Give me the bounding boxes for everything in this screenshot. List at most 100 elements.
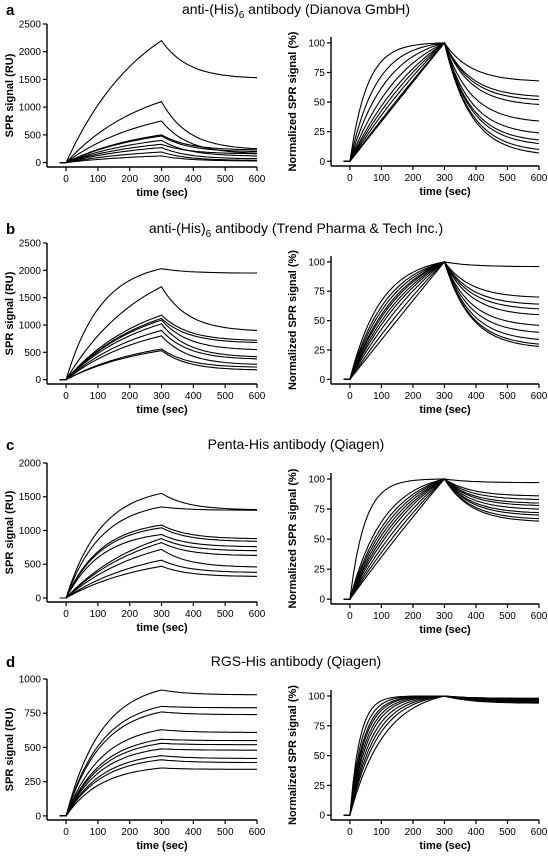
y-axis-label: SPR signal (RU) xyxy=(4,490,16,574)
sensorgram-curve-9 xyxy=(343,478,540,600)
y-tick-label: 2500 xyxy=(19,239,42,250)
x-tick-label: 300 xyxy=(153,609,170,620)
sensorgram-curve-3 xyxy=(59,711,257,817)
sensorgram-curve-5 xyxy=(59,533,258,599)
y-tick-label: 1500 xyxy=(19,75,42,86)
sensorgram-curve-7 xyxy=(343,478,540,600)
x-tick-label: 0 xyxy=(347,391,353,402)
x-tick-label: 600 xyxy=(249,174,266,185)
y-axis-label: SPR signal (RU) xyxy=(4,271,16,355)
x-axis-label: time (sec) xyxy=(136,187,188,199)
sensorgram-curve-4 xyxy=(59,317,258,381)
sensorgram-curve-5 xyxy=(343,478,539,600)
x-tick-label: 300 xyxy=(153,174,170,185)
chart-b-left: 0 100 200 300 400 500 600 0 500 1000 1500 2000 2500 t… xyxy=(4,239,266,417)
x-tick-label: 300 xyxy=(436,611,453,622)
sensorgram-curve-2 xyxy=(343,695,539,816)
x-tick-label: 100 xyxy=(373,391,390,402)
x-axis-label: time (sec) xyxy=(419,404,471,416)
y-tick-label: 25 xyxy=(314,565,326,576)
sensorgram-curve-4 xyxy=(59,527,258,599)
sensorgram-curve-10 xyxy=(343,260,540,380)
x-tick-label: 500 xyxy=(499,391,516,402)
sensorgram-curve-3 xyxy=(343,478,539,600)
y-tick-label: 500 xyxy=(24,743,41,754)
y-tick-label: 50 xyxy=(314,98,326,109)
x-axis-label: time (sec) xyxy=(419,840,471,852)
y-tick-label: 50 xyxy=(314,316,326,327)
y-tick-label: 0 xyxy=(35,375,41,386)
sensorgram-curve-9 xyxy=(59,559,257,599)
chart-c-right: 0 100 200 300 400 500 600 0 25 50 75 100 time (sec) N… xyxy=(287,468,548,636)
x-tick-label: 500 xyxy=(217,391,234,402)
x-tick-label: 300 xyxy=(436,173,453,184)
panel-title-b-tail: antibody (Trend Pharma & Tech Inc.) xyxy=(211,220,443,236)
x-tick-label: 100 xyxy=(373,173,390,184)
panel-title-d: RGS-His antibody (Qiagen) xyxy=(211,653,381,669)
chart-d-right: 0 100 200 300 400 500 600 0 25 50 75 100 time (sec) N… xyxy=(287,685,548,852)
y-axis-label: Normalized SPR signal (%) xyxy=(287,468,299,608)
y-tick-label: 25 xyxy=(314,345,326,356)
x-tick-label: 200 xyxy=(405,173,422,184)
panel-letter-b: b xyxy=(6,221,15,238)
sensorgram-curve-7 xyxy=(59,329,258,381)
sensorgram-curve-4 xyxy=(59,729,257,817)
sensorgram-curve-8 xyxy=(59,755,257,817)
sensorgram-curve-2 xyxy=(59,705,257,817)
y-tick-label: 0 xyxy=(35,811,41,822)
y-tick-label: 2000 xyxy=(19,459,42,470)
sensorgram-curve-10 xyxy=(343,695,539,816)
x-tick-label: 200 xyxy=(121,391,138,402)
panel-title-c: Penta-His antibody (Qiagen) xyxy=(208,436,385,452)
y-tick-label: 100 xyxy=(308,38,325,49)
y-tick-label: 500 xyxy=(24,348,41,359)
sensorgram-curve-7 xyxy=(59,143,257,164)
x-tick-label: 100 xyxy=(90,827,107,838)
x-tick-label: 600 xyxy=(531,827,548,838)
x-tick-label: 100 xyxy=(90,391,107,402)
y-axis-label: Normalized SPR signal (%) xyxy=(287,685,299,825)
x-tick-label: 300 xyxy=(153,827,170,838)
x-tick-label: 200 xyxy=(121,174,138,185)
sensorgram-curve-5 xyxy=(59,319,258,381)
panel-title-b-subscript: 6 xyxy=(206,229,212,240)
y-tick-label: 75 xyxy=(314,287,326,298)
y-tick-label: 2000 xyxy=(19,266,42,277)
sensorgram-curve-6 xyxy=(59,538,257,599)
y-tick-label: 100 xyxy=(308,257,325,268)
sensorgram-curve-1 xyxy=(343,478,539,600)
y-axis-label: Normalized SPR signal (%) xyxy=(287,31,299,171)
x-tick-label: 200 xyxy=(405,611,422,622)
panel-letter-a: a xyxy=(6,2,15,19)
sensorgram-curve-2 xyxy=(343,478,539,600)
y-tick-label: 2000 xyxy=(19,47,42,58)
y-tick-label: 50 xyxy=(314,751,326,762)
sensorgram-curve-1 xyxy=(59,492,258,599)
y-tick-label: 500 xyxy=(24,560,41,571)
sensorgram-curve-1 xyxy=(59,39,258,164)
chart-a-left: 0 100 200 300 400 500 600 0 500 1000 1500 2000 2500 t… xyxy=(4,20,266,200)
sensorgram-curve-1 xyxy=(59,268,258,381)
x-tick-label: 0 xyxy=(347,827,353,838)
sensorgram-curve-6 xyxy=(59,323,258,381)
x-tick-label: 100 xyxy=(90,609,107,620)
y-tick-label: 1500 xyxy=(19,293,42,304)
x-axis-label: time (sec) xyxy=(419,186,471,198)
y-tick-label: 250 xyxy=(24,777,41,788)
y-tick-label: 100 xyxy=(308,691,325,702)
x-tick-label: 400 xyxy=(468,611,485,622)
sensorgram-curve-1 xyxy=(59,689,257,817)
sensorgram-curve-4 xyxy=(343,478,539,600)
x-tick-label: 500 xyxy=(217,174,234,185)
panel-title-a-subscript: 6 xyxy=(239,10,245,21)
x-tick-label: 300 xyxy=(436,827,453,838)
y-tick-label: 1500 xyxy=(19,492,42,503)
x-tick-label: 200 xyxy=(121,827,138,838)
sensorgram-curve-7 xyxy=(59,748,257,817)
sensorgram-curve-9 xyxy=(59,151,257,164)
x-tick-label: 100 xyxy=(90,174,107,185)
y-tick-label: 1000 xyxy=(19,675,42,686)
y-tick-label: 0 xyxy=(319,595,325,606)
sensorgram-curve-2 xyxy=(59,100,258,164)
